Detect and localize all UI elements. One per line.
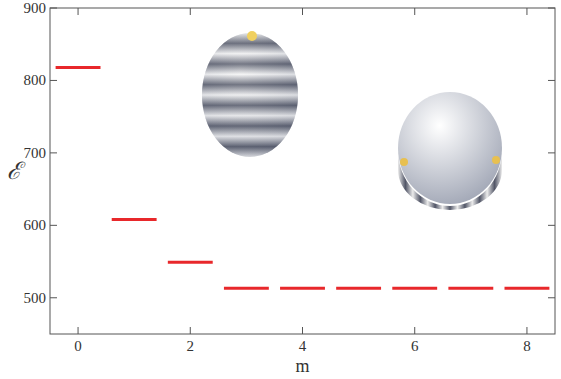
x-tick-label: 2	[187, 338, 195, 354]
y-tick-right	[548, 8, 555, 9]
x-tick-label: 0	[74, 338, 82, 354]
y-tick-label: 900	[24, 0, 47, 16]
y-tick-label: 700	[24, 145, 47, 161]
energy-level	[280, 287, 325, 290]
energy-level	[448, 287, 493, 290]
y-tick-right	[548, 80, 555, 81]
y-tick-label: 600	[24, 217, 47, 233]
energy-level	[56, 66, 101, 69]
x-tick-top	[414, 8, 415, 15]
x-tick	[302, 327, 303, 334]
y-tick	[50, 152, 57, 153]
energy-level	[168, 261, 213, 264]
y-tick-label: 500	[24, 290, 47, 306]
energy-level	[112, 218, 157, 221]
x-tick	[414, 327, 415, 334]
y-axis-label: ℰ	[7, 158, 26, 184]
energy-level	[336, 287, 381, 290]
data-marks	[56, 67, 550, 288]
energy-level	[392, 287, 437, 290]
y-tick	[50, 80, 57, 81]
x-tick	[526, 327, 527, 334]
x-tick	[78, 327, 79, 334]
inset-shape-axial	[202, 31, 298, 157]
energy-level	[224, 287, 269, 290]
x-tick-top	[190, 8, 191, 15]
inset-shape-equatorial	[398, 92, 502, 210]
y-tick-right	[548, 152, 555, 153]
energy-level	[505, 287, 550, 290]
y-tick	[50, 297, 57, 298]
x-tick-top	[78, 8, 79, 15]
chart: 500 600 700 800 900 0 2 4 6 8 m ℰ	[0, 0, 561, 379]
x-tick-label: 4	[299, 338, 307, 354]
y-tick-right	[548, 297, 555, 298]
x-tick-label: 8	[523, 338, 531, 354]
x-axis-label: m	[295, 356, 309, 376]
plot-frame	[50, 8, 555, 334]
y-tick-right	[548, 225, 555, 226]
y-tick	[50, 8, 57, 9]
x-tick	[190, 327, 191, 334]
x-tick-top	[526, 8, 527, 15]
y-tick-label: 800	[24, 72, 47, 88]
x-tick-top	[302, 8, 303, 15]
x-tick-label: 6	[411, 338, 419, 354]
y-tick	[50, 225, 57, 226]
